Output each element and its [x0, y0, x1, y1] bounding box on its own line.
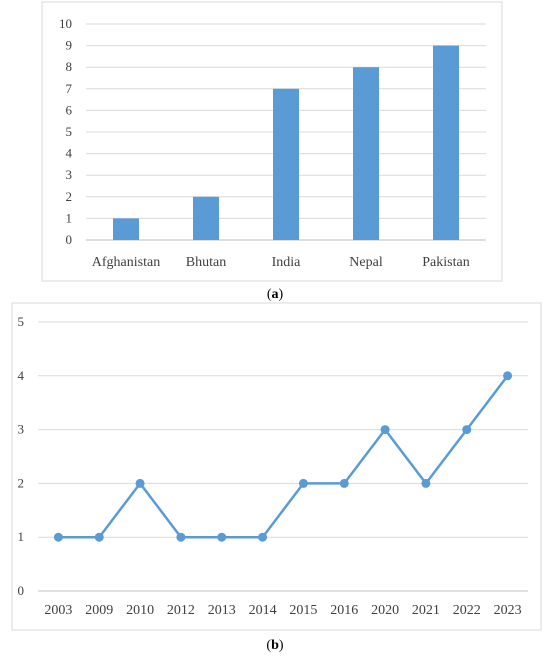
chart-a-y-tick-label: 10 [59, 16, 72, 31]
chart-a-bar [113, 218, 139, 240]
chart-b-point [135, 478, 145, 488]
chart-a-y-tick-label: 7 [66, 81, 73, 96]
chart-b-x-tick-label: 2023 [494, 603, 522, 618]
chart-b-y-tick-label: 1 [18, 529, 25, 544]
chart-a-y-tick-label: 0 [66, 232, 73, 247]
chart-a-bar [193, 196, 219, 240]
chart-b-point [176, 532, 186, 542]
chart-b-x-tick-label: 2015 [289, 603, 317, 618]
chart-a-bar [353, 67, 379, 240]
chart-b-x-tick-label: 2010 [126, 603, 154, 618]
chart-a: 0 1 2 3 4 5 6 7 8 9 10 Afghanistan Bhutan India Nepal P… [59, 16, 486, 270]
chart-a-bar [433, 45, 459, 240]
chart-a-y-tick-label: 5 [66, 124, 73, 139]
chart-a-x-tick-label: Bhutan [186, 255, 226, 270]
chart-b-frame [11, 302, 542, 631]
chart-a-y-tick-label: 6 [66, 102, 73, 117]
chart-b: 0 1 2 3 4 5 2003 2009 2010 2012 2013 2014 2015 2016 20… [18, 314, 528, 618]
chart-a-y-tick-label: 1 [66, 210, 73, 225]
chart-b-x-tick-label: 2012 [167, 603, 195, 618]
chart-b-y-tick-label: 0 [18, 583, 25, 598]
chart-b-y-tick-label: 2 [18, 475, 25, 490]
caption-a-letter: a [272, 287, 279, 302]
chart-a-x-tick-label: India [272, 255, 302, 270]
chart-b-x-tick-label: 2021 [412, 603, 440, 618]
chart-b-x-tick-label: 2020 [371, 603, 399, 618]
chart-a-y-tick-label: 9 [66, 38, 73, 53]
chart-b-point [94, 532, 104, 542]
chart-a-x-tick-label: Pakistan [422, 255, 469, 270]
chart-b-x-tick-label: 2022 [453, 603, 481, 618]
chart-b-point [421, 478, 431, 488]
caption-b: (b) [266, 638, 283, 653]
caption-a: (a) [267, 287, 284, 302]
chart-b-point [217, 532, 227, 542]
chart-b-point [462, 425, 472, 435]
chart-b-x-tick-label: 2016 [330, 603, 358, 618]
chart-b-x-tick-label: 2009 [85, 603, 113, 618]
chart-b-point [380, 425, 390, 435]
chart-b-series-line [58, 375, 509, 539]
chart-a-y-tick-label: 2 [66, 189, 73, 204]
chart-b-x-tick-label: 2013 [208, 603, 236, 618]
chart-b-y-tick-label: 4 [18, 368, 25, 383]
chart-a-y-tick-label: 4 [66, 146, 73, 161]
chart-a-y-tick-label: 8 [66, 59, 73, 74]
chart-a-x-tick-label: Afghanistan [92, 255, 160, 270]
chart-b-y-tick-label: 3 [18, 422, 25, 437]
chart-b-x-tick-label: 2003 [44, 603, 72, 618]
chart-b-point [53, 532, 63, 542]
chart-b-point [339, 478, 349, 488]
chart-b-point [503, 371, 513, 381]
chart-a-y-tick-label: 3 [66, 167, 73, 182]
chart-a-x-tick-label: Nepal [349, 255, 383, 270]
chart-b-y-tick-label: 5 [18, 314, 25, 329]
caption-b-letter: b [271, 638, 279, 653]
chart-a-bar [273, 88, 299, 240]
chart-b-x-tick-label: 2014 [249, 603, 277, 618]
chart-b-point [298, 478, 308, 488]
chart-b-point [258, 532, 268, 542]
